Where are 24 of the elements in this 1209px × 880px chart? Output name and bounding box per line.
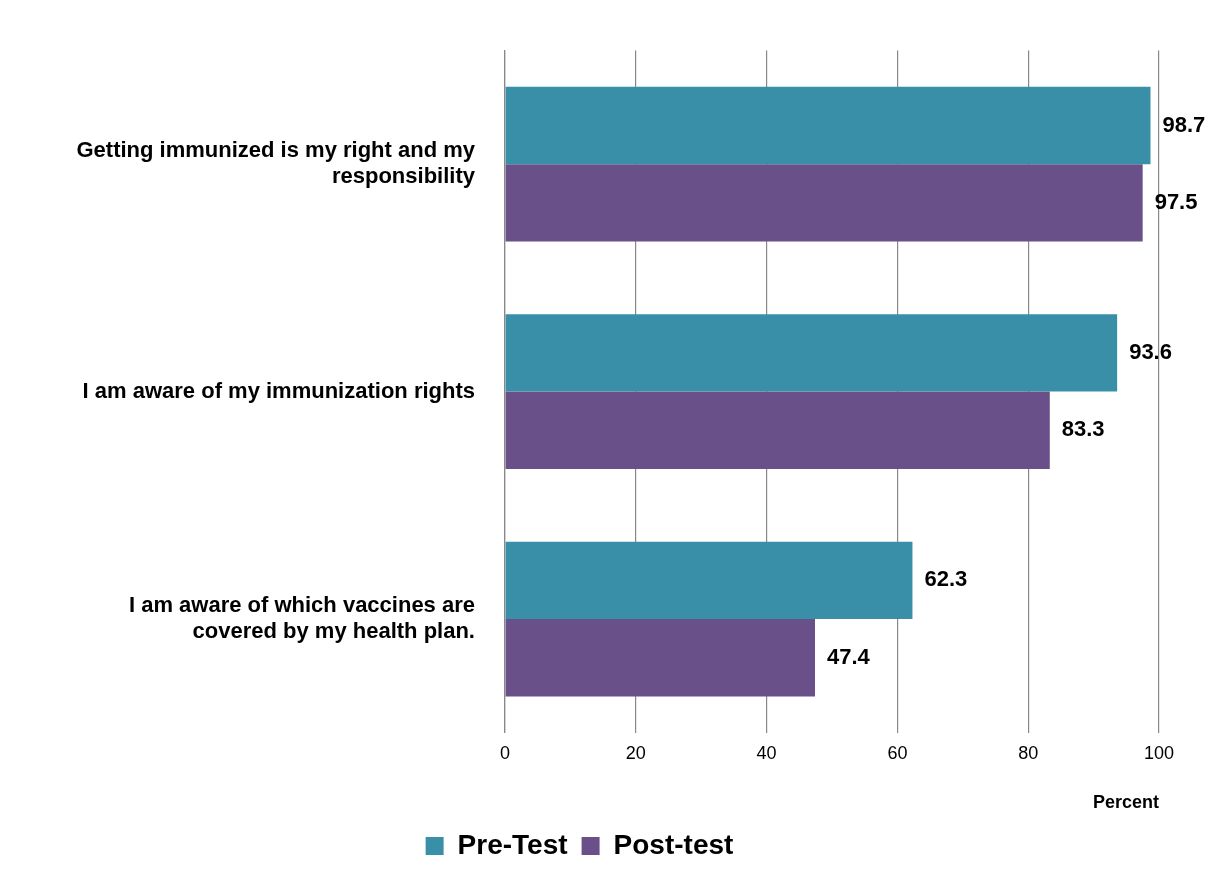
legend-label: Post-test xyxy=(613,828,734,860)
y-tick-label: Getting immunized is my right and my responsibility xyxy=(76,137,476,189)
x-tick-label: 20 xyxy=(625,742,646,763)
x-axis-title: Percent xyxy=(1092,792,1159,813)
x-tick-label: 100 xyxy=(1143,742,1175,763)
bar xyxy=(505,619,815,697)
data-label: 93.6 xyxy=(1129,338,1172,364)
legend-label: Pre-Test xyxy=(457,828,568,860)
bar xyxy=(505,391,1050,469)
bar xyxy=(505,541,913,620)
data-label: 47.4 xyxy=(827,643,871,669)
data-label: 62.3 xyxy=(924,566,968,592)
y-tick-label: I am aware of my immunization rights xyxy=(82,377,475,403)
x-tick-label: 60 xyxy=(887,742,908,763)
bar xyxy=(505,86,1151,165)
data-label: 97.5 xyxy=(1154,188,1198,214)
bar xyxy=(505,314,1118,392)
x-tick-label: 40 xyxy=(756,742,777,763)
data-label: 98.7 xyxy=(1162,111,1206,137)
y-tick-label: I am aware of which vaccines are covered by my health plan. xyxy=(128,591,475,644)
x-tick-label: 80 xyxy=(1018,742,1039,763)
x-tick-label: 0 xyxy=(499,742,511,763)
data-label: 83.3 xyxy=(1061,416,1105,442)
bar xyxy=(505,164,1143,242)
